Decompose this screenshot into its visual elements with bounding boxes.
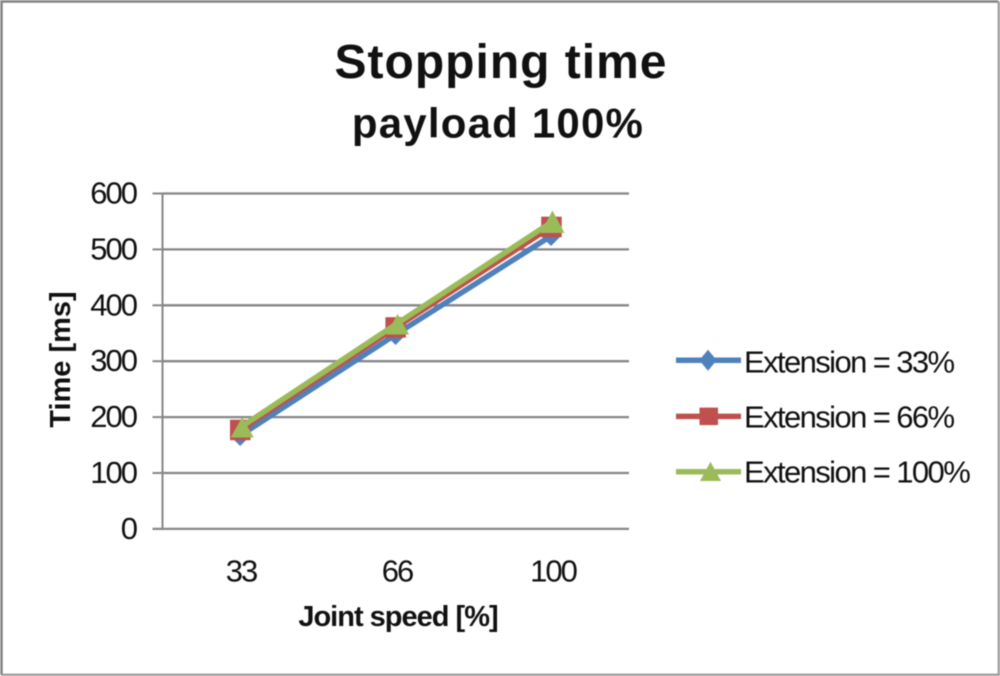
svg-text:Extension = 66%: Extension = 66% <box>744 400 955 435</box>
svg-text:Joint speed [%]: Joint speed [%] <box>298 601 498 633</box>
svg-text:0: 0 <box>121 511 138 546</box>
svg-text:33: 33 <box>226 554 257 589</box>
svg-text:payload 100%: payload 100% <box>352 100 644 147</box>
svg-text:300: 300 <box>90 343 137 378</box>
svg-text:100: 100 <box>530 554 577 589</box>
svg-text:600: 600 <box>90 176 137 211</box>
svg-text:400: 400 <box>90 287 137 322</box>
svg-text:500: 500 <box>90 231 137 266</box>
svg-text:Time [ms]: Time [ms] <box>45 291 77 427</box>
svg-text:Extension = 33%: Extension = 33% <box>744 345 955 380</box>
svg-text:66: 66 <box>382 554 413 589</box>
svg-text:Stopping time: Stopping time <box>335 36 668 89</box>
svg-text:Extension = 100%: Extension = 100% <box>744 455 970 490</box>
svg-text:100: 100 <box>90 455 137 490</box>
svg-text:200: 200 <box>90 399 137 434</box>
